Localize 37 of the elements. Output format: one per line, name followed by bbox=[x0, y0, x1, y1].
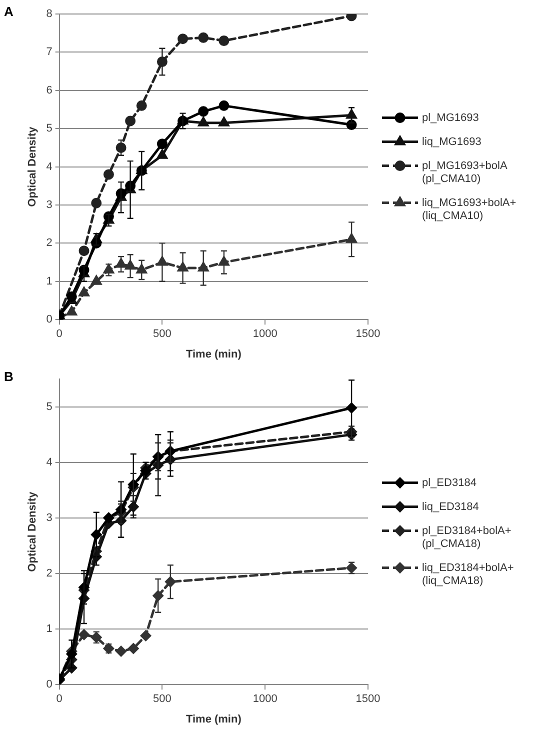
x-axis-title: Time (min) bbox=[186, 348, 242, 360]
y-axis-title: Optical Density bbox=[26, 490, 39, 572]
y-tick-label: 0 bbox=[46, 678, 52, 691]
x-tick-label: 1500 bbox=[356, 328, 380, 340]
y-tick-label: 3 bbox=[46, 512, 52, 524]
y-tick-label: 2 bbox=[46, 568, 52, 580]
chart-title: A bbox=[4, 4, 14, 20]
legend-label: liq_MG1693 bbox=[422, 136, 482, 148]
legend-label: liq_ED3184+bolA+ (liq_CMA18) bbox=[422, 562, 514, 587]
y-tick-label: 1 bbox=[46, 275, 52, 288]
x-tick-label: 1500 bbox=[356, 693, 380, 706]
legend-label: liq_ED3184 bbox=[422, 500, 479, 513]
y-tick-label: 2 bbox=[46, 237, 52, 250]
y-tick-label: 6 bbox=[46, 84, 52, 96]
legend-label: pl_MG1693+bolA (pl_CMA10) bbox=[422, 160, 508, 185]
y-tick-label: 5 bbox=[46, 400, 52, 413]
y-tick-label: 1 bbox=[46, 623, 52, 636]
legend-label: pl_ED3184 bbox=[422, 476, 476, 489]
x-tick-label: 500 bbox=[153, 693, 172, 706]
y-tick-label: 5 bbox=[46, 122, 52, 135]
y-tick-label: 8 bbox=[46, 8, 52, 20]
legend-label: pl_ED3184+bolA+ (pl_CMA18) bbox=[422, 524, 512, 550]
legend-label: pl_MG1693 bbox=[422, 112, 479, 124]
y-tick-label: 4 bbox=[46, 160, 52, 173]
x-tick-label: 500 bbox=[153, 328, 172, 340]
x-tick-label: 0 bbox=[56, 328, 62, 340]
y-tick-label: 4 bbox=[46, 456, 52, 468]
y-tick-label: 0 bbox=[46, 314, 52, 326]
x-axis-title: Time (min) bbox=[186, 713, 242, 726]
x-tick-label: 0 bbox=[56, 693, 62, 706]
chart-title: B bbox=[4, 369, 14, 384]
x-tick-label: 1000 bbox=[252, 693, 278, 706]
y-tick-label: 7 bbox=[46, 46, 52, 58]
y-tick-label: 3 bbox=[46, 199, 52, 212]
y-axis-title: Optical Density bbox=[26, 126, 39, 207]
x-tick-label: 1000 bbox=[252, 328, 278, 340]
legend-label: liq_MG1693+bolA+ (liq_CMA10) bbox=[422, 196, 516, 222]
